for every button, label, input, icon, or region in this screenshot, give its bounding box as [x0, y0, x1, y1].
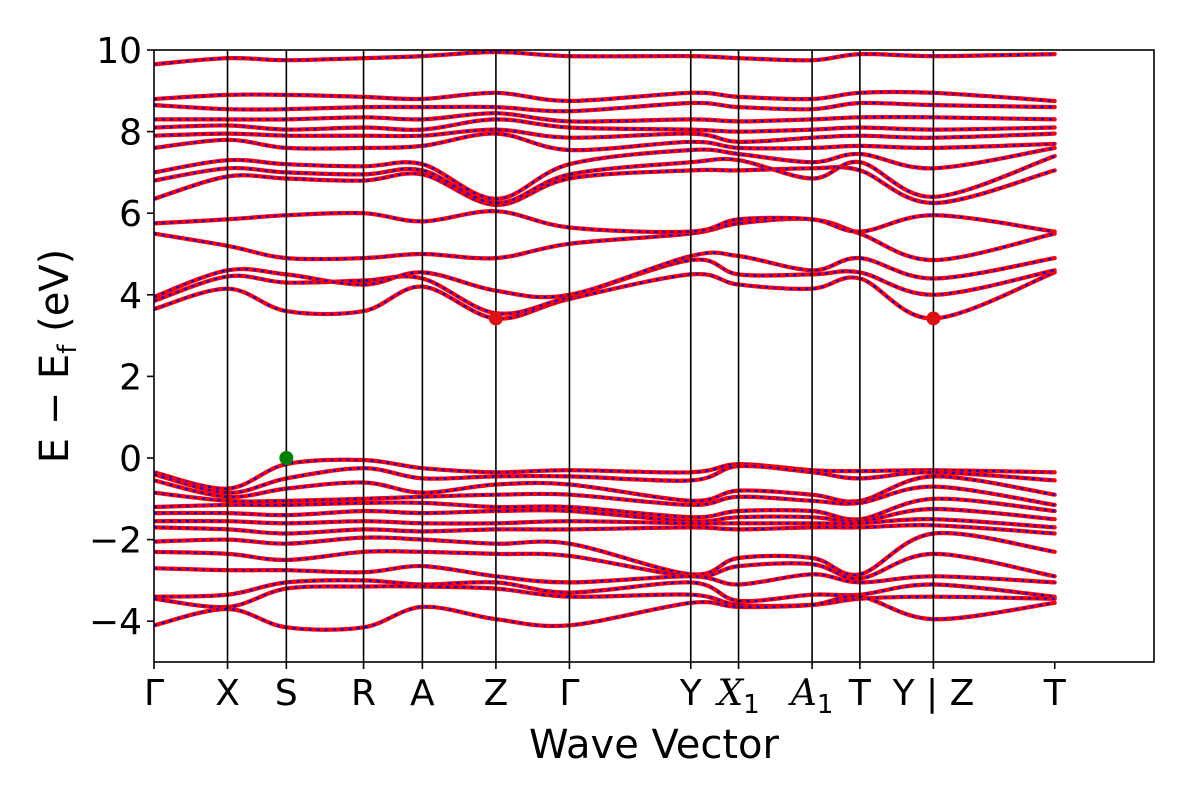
x-tick-label: T [1043, 673, 1067, 714]
y-tick-label: 4 [119, 276, 142, 317]
valence-band-12-spin-down [154, 579, 1055, 603]
x-tick-label: Γ [559, 673, 579, 714]
valence-band-8-spin-down [154, 523, 1055, 535]
conduction-band-12-spin-up [154, 111, 1057, 124]
conduction-band-15-spin-down [154, 50, 1055, 66]
valence-band-10-spin-down [154, 550, 1055, 580]
band-edge-markers [279, 311, 941, 465]
conduction-band-15-spin-up [154, 50, 1057, 67]
x-tick-label: X [215, 673, 240, 714]
valence-band-11-spin-down [154, 564, 1055, 586]
conduction-band-13-spin-down [154, 101, 1055, 113]
valence-band-5-spin-down [154, 497, 1055, 521]
conduction-band-8-spin-down [154, 146, 1055, 201]
y-axis-title-sub: f [53, 344, 83, 354]
y-tick-label: −2 [89, 521, 142, 562]
x-tick-label: T [848, 673, 872, 714]
y-tick-label: 0 [119, 439, 142, 480]
conduction-band-1-spin-down [154, 271, 1056, 320]
x-axis-ticks: Γ X S R A Z Γ Y X1 A1 T Y | Z T [144, 662, 1067, 720]
valence-band-3-spin-down [154, 475, 1055, 503]
plot-frame [153, 49, 1155, 663]
conduction-band-10-spin-down [154, 128, 1055, 143]
x-tick-label: A [410, 673, 435, 714]
valence-band-6-spin-down [154, 507, 1055, 523]
conduction-band-11-spin-up [154, 117, 1057, 134]
valence-band-4-spin-down [154, 485, 1055, 507]
x-tick-label: A1 [788, 673, 834, 720]
valence-band-14-spin-up [154, 594, 1057, 632]
conduction-band-14-spin-down [154, 90, 1055, 103]
cbm-marker [488, 311, 503, 326]
conduction-band-2-spin-down [154, 258, 1055, 315]
x-tick-label: Y | Z [892, 673, 975, 714]
y-tick-label: 2 [119, 357, 142, 398]
valence-band-14-spin-down [154, 595, 1055, 631]
y-axis-title: E − Ef (eV) [32, 249, 83, 464]
conduction-band-9-spin-down [154, 132, 1055, 152]
band-lines [154, 50, 1057, 632]
x-tick-label: R [351, 673, 376, 714]
y-tick-label: 8 [119, 113, 142, 154]
conduction-band-12-spin-down [154, 112, 1055, 123]
x-tick-label: Y [679, 673, 703, 714]
conduction-band-7-spin-up [154, 154, 1057, 206]
y-tick-label: 10 [96, 31, 142, 72]
x-tick-label: Z [484, 673, 509, 714]
vbm-marker [279, 451, 294, 465]
valence-band-2-spin-down [154, 464, 1055, 494]
valence-band-7-spin-down [154, 518, 1055, 529]
x-tick-label: Γ [144, 673, 164, 714]
conduction-band-3-spin-down [154, 251, 1055, 299]
y-axis-ticks: −4 −2 0 2 4 6 8 10 [89, 31, 154, 643]
y-axis-title-tail: (eV) [32, 249, 78, 345]
y-tick-label: −4 [89, 602, 142, 643]
y-axis-title-lead: E − E [32, 354, 78, 464]
cbm-marker [926, 311, 941, 326]
conduction-band-4-spin-up [154, 216, 1057, 263]
x-axis-title: Wave Vector [529, 722, 780, 768]
conduction-band-5-spin-up [154, 209, 1057, 235]
x-tick-label: S [275, 673, 298, 714]
conduction-band-6-spin-down [154, 166, 1055, 207]
y-tick-label: 6 [119, 194, 142, 235]
valence-band-9-spin-down [154, 531, 1055, 576]
conduction-band-4-spin-down [154, 217, 1055, 262]
x-tick-label: X1 [714, 673, 759, 720]
high-symmetry-lines [226, 50, 935, 662]
conduction-band-14-spin-up [154, 89, 1057, 104]
